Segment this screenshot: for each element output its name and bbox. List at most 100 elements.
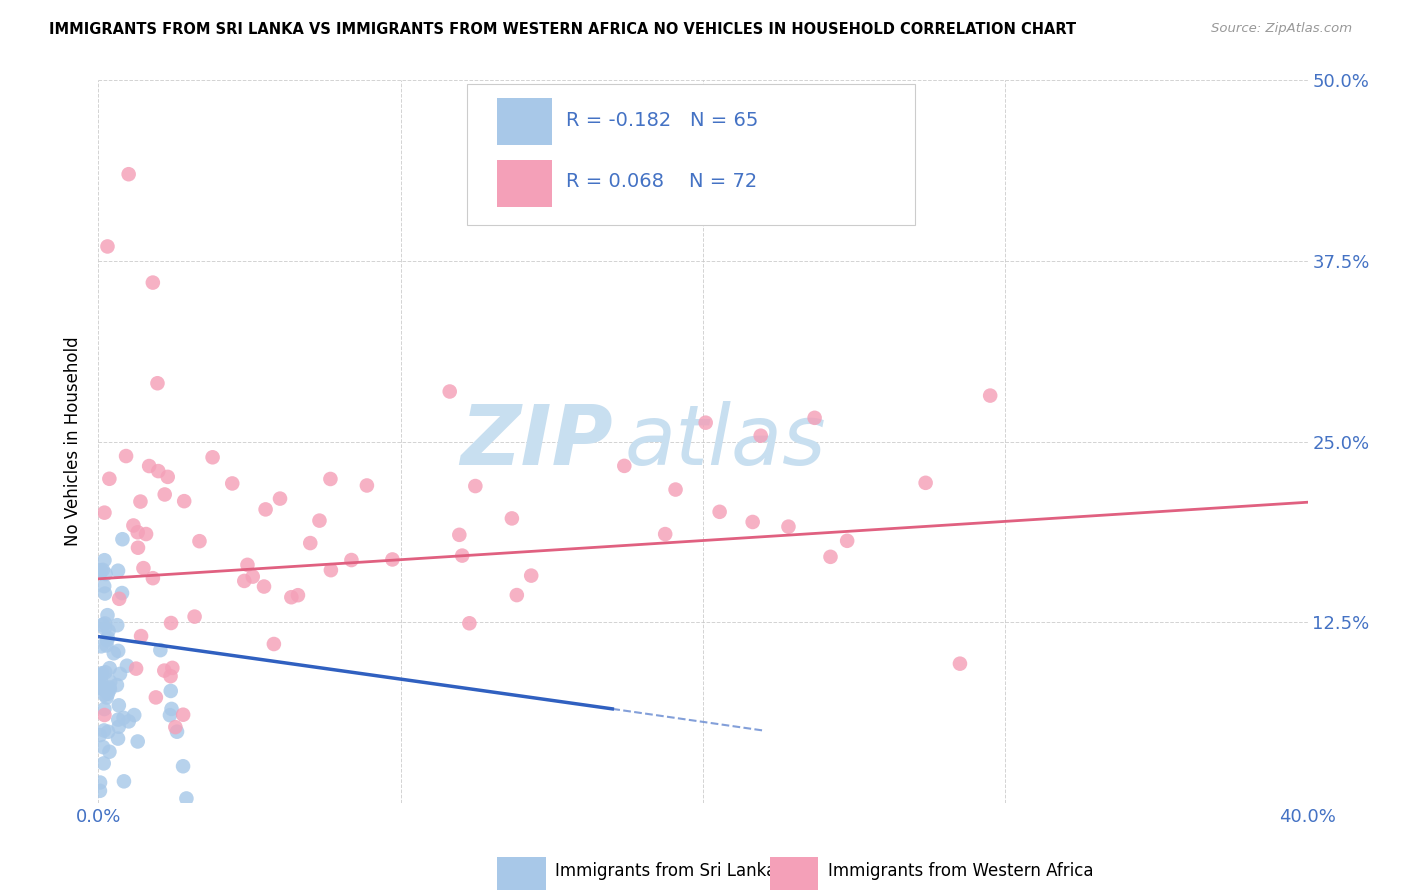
Point	[94, 586, 117, 600]
Point	[458, 616, 481, 631]
Point	[98, 745, 121, 759]
FancyBboxPatch shape	[498, 160, 551, 207]
Point	[160, 702, 183, 716]
Point	[381, 552, 404, 566]
Point	[115, 449, 138, 463]
Point	[107, 713, 129, 727]
Point	[91, 563, 114, 577]
Point	[160, 615, 183, 630]
Point	[356, 478, 378, 492]
Text: Source: ZipAtlas.com: Source: ZipAtlas.com	[1212, 22, 1353, 36]
Point	[90, 666, 112, 681]
Point	[91, 740, 114, 755]
Point	[93, 681, 115, 696]
Point	[96, 690, 118, 705]
Point	[749, 428, 772, 442]
Point	[979, 388, 1001, 402]
Point	[93, 553, 115, 567]
Point	[108, 591, 131, 606]
FancyBboxPatch shape	[498, 857, 546, 889]
Point	[122, 708, 145, 723]
Point	[89, 566, 111, 581]
Point	[127, 734, 149, 748]
Point	[94, 621, 117, 635]
Point	[107, 720, 129, 734]
FancyBboxPatch shape	[769, 857, 818, 889]
Point	[96, 639, 118, 653]
Point	[159, 684, 181, 698]
Text: Immigrants from Sri Lanka: Immigrants from Sri Lanka	[555, 863, 776, 880]
Point	[613, 458, 636, 473]
Point	[94, 665, 117, 680]
Point	[149, 643, 172, 657]
Point	[308, 514, 330, 528]
Point	[451, 549, 474, 563]
Point	[165, 720, 187, 734]
Point	[93, 579, 115, 593]
Point	[98, 681, 121, 695]
Point	[91, 681, 114, 696]
Point	[146, 376, 169, 391]
Point	[132, 561, 155, 575]
Point	[253, 580, 276, 594]
Point	[439, 384, 461, 399]
Point	[94, 616, 117, 631]
Point	[741, 515, 763, 529]
Point	[125, 662, 148, 676]
Point	[176, 791, 198, 805]
Point	[96, 239, 118, 253]
Point	[97, 724, 120, 739]
Point	[107, 731, 129, 746]
Point	[122, 518, 145, 533]
Point	[90, 673, 112, 688]
Point	[506, 588, 529, 602]
Point	[111, 533, 134, 547]
Point	[97, 687, 120, 701]
Point	[112, 711, 135, 725]
Point	[98, 674, 121, 689]
Point	[153, 487, 176, 501]
Point	[233, 574, 256, 588]
Point	[93, 702, 115, 716]
Point	[153, 664, 176, 678]
Point	[118, 714, 141, 729]
Point	[135, 527, 157, 541]
Point	[172, 707, 194, 722]
Point	[98, 682, 121, 697]
Point	[118, 167, 141, 181]
Point	[188, 534, 211, 549]
Point	[236, 558, 259, 572]
Point	[90, 667, 112, 681]
Point	[340, 553, 363, 567]
Point	[159, 708, 181, 723]
Point	[89, 728, 111, 742]
Point	[242, 569, 264, 583]
Point	[127, 525, 149, 540]
Point	[108, 698, 131, 713]
Point	[129, 629, 152, 643]
Point	[93, 688, 115, 702]
Point	[93, 506, 115, 520]
Point	[90, 640, 112, 654]
Point	[90, 563, 112, 577]
Text: IMMIGRANTS FROM SRI LANKA VS IMMIGRANTS FROM WESTERN AFRICA NO VEHICLES IN HOUSE: IMMIGRANTS FROM SRI LANKA VS IMMIGRANTS …	[49, 22, 1077, 37]
Point	[837, 533, 859, 548]
Point	[97, 631, 120, 645]
Point	[263, 637, 285, 651]
Point	[96, 608, 118, 623]
Point	[96, 633, 118, 648]
Point	[93, 723, 115, 738]
Point	[654, 527, 676, 541]
Point	[142, 276, 165, 290]
Point	[520, 568, 543, 582]
Point	[709, 505, 731, 519]
Point	[89, 784, 111, 798]
Point	[115, 658, 138, 673]
Point	[464, 479, 486, 493]
Point	[162, 661, 184, 675]
Point	[183, 609, 205, 624]
Text: ZIP: ZIP	[460, 401, 613, 482]
Point	[803, 410, 825, 425]
Point	[103, 646, 125, 660]
Point	[145, 690, 167, 705]
